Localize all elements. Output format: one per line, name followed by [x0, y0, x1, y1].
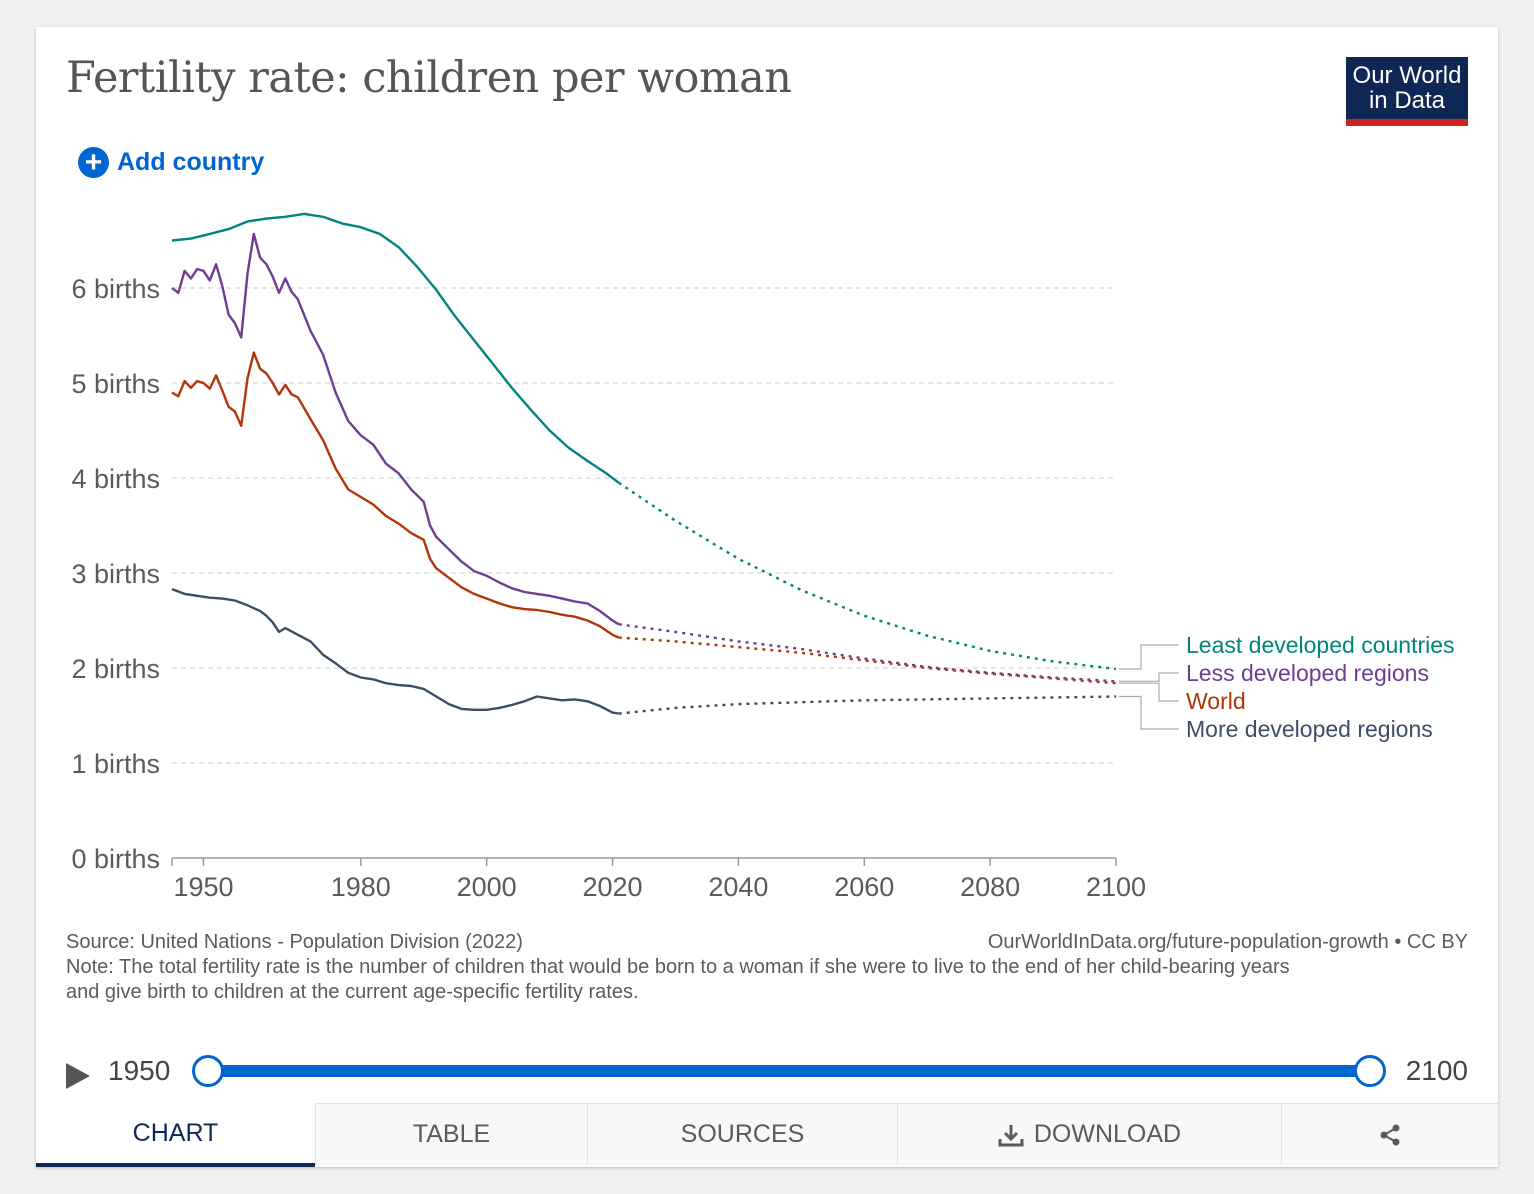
y-tick-label: 5 births — [71, 369, 160, 399]
timeline-slider: 1950 2100 — [66, 1055, 1468, 1095]
logo-line1: Our World — [1352, 62, 1462, 89]
y-tick-label: 2 births — [71, 654, 160, 684]
logo-red-bar — [1346, 119, 1468, 126]
x-tick-label: 2080 — [960, 872, 1020, 902]
line-chart: 0 births 1 births 2 births 3 births 4 births… — [71, 212, 1455, 902]
owid-logo[interactable]: Our World in Data — [1346, 57, 1468, 126]
play-icon[interactable] — [66, 1063, 90, 1089]
timeline-end-label: 2100 — [1405, 1055, 1468, 1086]
add-country-button[interactable]: + Add country — [78, 147, 264, 178]
grid-lines — [172, 287, 1116, 764]
y-tick-label: 1 births — [71, 749, 160, 779]
add-country-label: Add country — [117, 148, 265, 176]
series-line-projection — [618, 623, 1117, 683]
y-tick-label: 6 births — [71, 274, 160, 304]
source-url-link[interactable]: OurWorldInData.org/future-population-gro… — [987, 931, 1468, 953]
timeline-start-label: 1950 — [108, 1055, 171, 1086]
tab-sources[interactable]: SOURCES — [587, 1103, 897, 1165]
note-line-2: and give birth to children at the curren… — [66, 981, 639, 1003]
logo-line2: in Data — [1368, 87, 1446, 114]
series-line-observed — [171, 232, 620, 626]
series-lines — [171, 212, 1117, 715]
tab-download[interactable]: DOWNLOAD — [897, 1103, 1281, 1165]
share-icon — [1380, 1124, 1400, 1145]
timeline-track[interactable] — [206, 1065, 1368, 1077]
y-tick-label: 4 births — [71, 464, 160, 494]
y-axis-ticks: 0 births 1 births 2 births 3 births 4 births… — [71, 274, 160, 874]
x-tick-label: 2000 — [457, 872, 517, 902]
x-tick-label: 1950 — [173, 872, 233, 902]
source-text: Source: United Nations - Population Divi… — [66, 931, 523, 953]
x-tick-label: 1980 — [331, 872, 391, 902]
legend-label: More developed regions — [1186, 716, 1433, 742]
timeline-start-handle[interactable] — [192, 1055, 224, 1087]
x-tick-label: 2060 — [834, 872, 894, 902]
y-tick-label: 0 births — [71, 844, 160, 874]
plus-circle-icon: + — [78, 147, 109, 178]
x-tick-label: 2100 — [1086, 872, 1146, 902]
y-tick-label: 3 births — [71, 559, 160, 589]
series-line-observed — [171, 587, 619, 715]
chart-title: Fertility rate: children per woman — [66, 53, 792, 103]
chart-footer: Source: United Nations - Population Divi… — [66, 930, 1468, 1005]
chart-card: Fertility rate: children per woman Our W… — [36, 27, 1498, 1167]
legend-label: Least developed countries — [1186, 632, 1455, 658]
legend-label: Less developed regions — [1186, 660, 1429, 686]
series-line-projection — [618, 695, 1117, 715]
tab-bar: CHART TABLE SOURCES DOWNLOAD — [36, 1103, 1498, 1167]
legend-label: World — [1186, 688, 1246, 714]
tab-table[interactable]: TABLE — [315, 1103, 587, 1165]
download-icon — [998, 1124, 1024, 1146]
timeline-end-handle[interactable] — [1354, 1055, 1386, 1087]
legend-connector — [1119, 682, 1179, 702]
legend-connector — [1119, 672, 1179, 682]
tab-chart[interactable]: CHART — [36, 1103, 315, 1167]
tab-share[interactable] — [1281, 1103, 1498, 1165]
series-line-observed — [171, 212, 620, 484]
legend-connector — [1119, 644, 1179, 670]
series-line-observed — [171, 351, 620, 639]
legend-connector — [1119, 695, 1179, 730]
note-line-1: Note: The total fertility rate is the nu… — [66, 956, 1290, 978]
x-tick-label: 2040 — [708, 872, 768, 902]
download-label: DOWNLOAD — [1033, 1120, 1182, 1148]
x-tick-label: 2020 — [582, 872, 642, 902]
x-axis: 1950 1980 2000 2020 2040 2060 2080 2100 — [171, 857, 1146, 902]
series-line-projection — [618, 481, 1117, 671]
